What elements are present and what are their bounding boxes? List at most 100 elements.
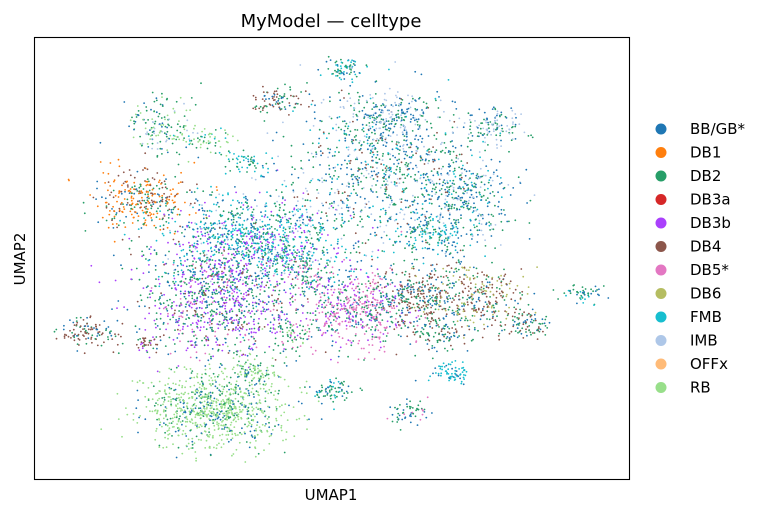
cell-point <box>207 238 210 241</box>
cell-point <box>181 316 184 318</box>
cell-point <box>218 248 221 251</box>
cell-point <box>261 258 264 261</box>
cell-point <box>463 244 465 247</box>
cell-point <box>249 263 252 265</box>
cell-point <box>372 114 375 116</box>
cell-point <box>157 115 160 118</box>
cell-point <box>228 160 231 163</box>
cell-point <box>185 318 188 320</box>
cell-point <box>309 242 312 245</box>
cell-point <box>130 207 133 210</box>
cell-point <box>484 141 486 144</box>
cell-point <box>252 297 255 299</box>
cell-point <box>390 199 393 202</box>
cell-point <box>240 235 242 237</box>
cell-point <box>382 131 385 134</box>
cell-point <box>214 330 217 333</box>
cell-point <box>338 291 340 293</box>
cell-point <box>246 269 249 272</box>
cell-point <box>206 256 209 259</box>
cell-point <box>405 133 408 135</box>
cell-point <box>270 214 273 217</box>
cell-point <box>142 272 145 275</box>
cell-point <box>403 150 405 153</box>
cell-point <box>210 185 212 188</box>
cell-point <box>264 210 267 213</box>
cell-point <box>320 101 323 104</box>
cell-point <box>415 100 417 102</box>
cell-point <box>420 73 423 76</box>
cell-point <box>205 217 208 220</box>
cell-point <box>255 98 257 101</box>
cell-point <box>90 264 93 267</box>
cell-point <box>480 196 483 198</box>
cell-point <box>266 91 269 94</box>
cell-point <box>413 119 416 122</box>
cell-point <box>258 298 260 301</box>
cell-point <box>373 144 375 147</box>
cell-point <box>227 352 230 354</box>
cell-point <box>352 120 354 123</box>
cell-point <box>385 120 388 122</box>
cell-point <box>116 200 118 203</box>
cell-point <box>210 250 213 253</box>
cell-point <box>455 191 457 194</box>
cell-point <box>300 260 302 262</box>
cell-point <box>294 276 297 279</box>
cell-point <box>289 88 292 91</box>
cell-point <box>389 197 392 200</box>
cell-point <box>261 225 264 228</box>
cell-point <box>259 110 262 113</box>
cell-point <box>453 120 456 123</box>
cell-point <box>239 278 242 281</box>
cell-point <box>230 238 233 241</box>
cell-point <box>277 255 280 258</box>
cell-point <box>246 300 248 303</box>
cell-point <box>204 294 207 296</box>
cell-point <box>167 304 170 307</box>
cell-point <box>190 306 193 309</box>
cell-point <box>301 197 304 200</box>
cell-point <box>445 237 447 240</box>
cell-point <box>384 213 387 216</box>
cell-point <box>325 271 328 274</box>
cell-point <box>335 341 337 344</box>
cell-point <box>212 234 215 236</box>
cell-point <box>323 301 326 304</box>
cell-point <box>207 282 210 285</box>
cell-point <box>379 137 382 140</box>
cell-point <box>185 140 188 143</box>
cell-point <box>262 166 264 169</box>
cell-point <box>303 229 306 232</box>
cell-point <box>288 257 291 260</box>
cell-point <box>377 275 380 278</box>
cell-point <box>360 162 363 164</box>
cell-point <box>353 136 356 138</box>
cell-point <box>385 196 388 199</box>
cell-point <box>130 195 133 198</box>
cell-point <box>293 208 295 211</box>
cell-point <box>419 159 422 162</box>
cell-point <box>124 189 126 191</box>
cell-point <box>253 252 256 254</box>
cell-point <box>245 277 248 280</box>
cell-point <box>335 75 337 77</box>
cell-point <box>444 252 447 255</box>
cell-point <box>296 219 299 222</box>
cell-point <box>162 261 165 263</box>
cell-point <box>166 97 169 100</box>
cell-point <box>217 327 220 330</box>
cell-point <box>327 264 329 266</box>
cell-point <box>305 208 308 211</box>
cell-point <box>177 324 180 327</box>
cell-point <box>186 129 188 132</box>
cell-point <box>252 214 255 217</box>
cell-point <box>284 262 287 265</box>
cell-point <box>239 327 242 330</box>
cell-point <box>479 193 481 196</box>
cell-point <box>328 259 331 262</box>
cell-point <box>345 134 348 136</box>
cell-point <box>370 213 373 216</box>
cell-point <box>390 123 393 125</box>
cell-point <box>224 220 227 223</box>
